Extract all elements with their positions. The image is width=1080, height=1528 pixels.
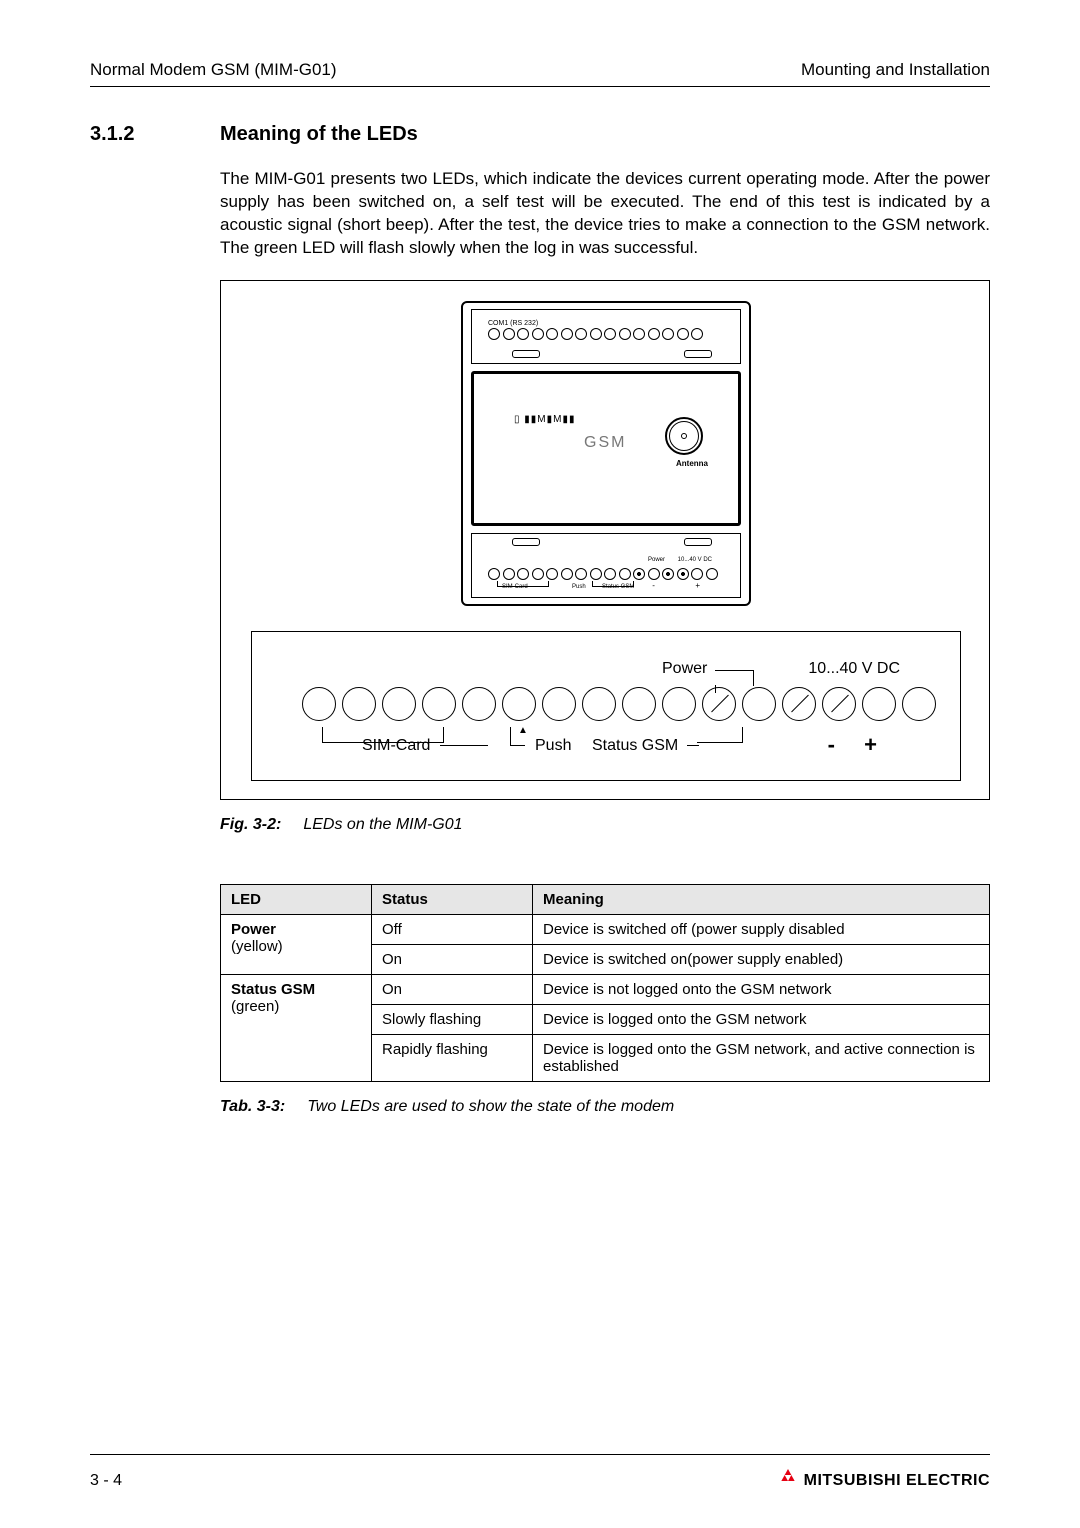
header-right: Mounting and Installation [801, 60, 990, 80]
zoom-terminal-row [302, 687, 936, 721]
polarity-plus-icon [822, 687, 856, 721]
table-row: Power(yellow) Off Device is switched off… [221, 914, 990, 944]
polarity-minus-icon [782, 687, 816, 721]
table-caption: Tab. 3-3:Two LEDs are used to show the s… [220, 1098, 990, 1116]
th-status: Status [372, 884, 533, 914]
section-paragraph: The MIM-G01 presents two LEDs, which ind… [220, 168, 990, 260]
device-polarity: - + [652, 581, 712, 590]
device-volt-label: 10...40 V DC [678, 557, 712, 563]
figure-caption: Fig. 3-2:LEDs on the MIM-G01 [220, 816, 990, 834]
zoom-power-label: Power [662, 660, 707, 678]
device-logo: ▯ ▮▮M▮M▮▮ [514, 414, 575, 425]
device-drawing: COM1 (RS 232) ▯ ▮▮M▮M▮▮ GSM Antenn [461, 301, 751, 606]
footer-rule [90, 1454, 990, 1455]
section-number: 3.1.2 [90, 123, 220, 146]
section-title: Meaning of the LEDs [220, 123, 418, 146]
header-rule [90, 86, 990, 87]
th-led: LED [221, 884, 372, 914]
zoom-volt-label: 10...40 V DC [808, 660, 900, 678]
th-meaning: Meaning [533, 884, 990, 914]
page-number: 3 - 4 [90, 1472, 122, 1490]
footer-brand: MITSUBISHI ELECTRIC [778, 1469, 990, 1492]
figure-box: COM1 (RS 232) ▯ ▮▮M▮M▮▮ GSM Antenn [220, 280, 990, 800]
com1-label: COM1 (RS 232) [488, 320, 538, 327]
top-terminal-row [488, 328, 703, 340]
table-row: Status GSM(green) On Device is not logge… [221, 974, 990, 1004]
device-power-label: Power [648, 557, 665, 563]
device-status-label: Status GSM [602, 584, 634, 590]
zoom-minus: - [828, 732, 835, 758]
antenna-label: Antenna [676, 459, 708, 468]
power-led-icon [702, 687, 736, 721]
device-gsm-label: GSM [584, 434, 626, 452]
bottom-terminal-row [488, 568, 718, 580]
header-left: Normal Modem GSM (MIM-G01) [90, 60, 337, 80]
mitsubishi-logo-icon [778, 1469, 798, 1492]
zoom-status-label: Status GSM [592, 737, 678, 755]
zoom-detail: Power 10...40 V DC SIM-Card [251, 631, 961, 781]
device-push-label: Push [572, 584, 586, 590]
device-sim-label: SIM-Card [502, 584, 528, 590]
zoom-plus: + [864, 732, 877, 758]
led-table: LED Status Meaning Power(yellow) Off Dev… [220, 884, 990, 1082]
zoom-sim-label: SIM-Card [362, 737, 430, 755]
zoom-push-label: Push [535, 737, 571, 755]
